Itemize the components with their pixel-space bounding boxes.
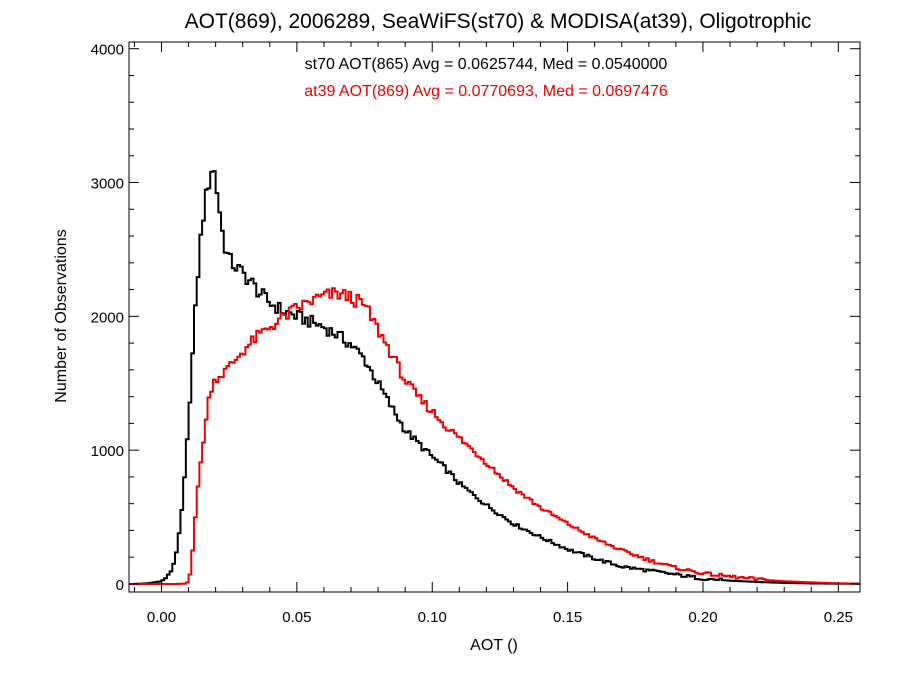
x-tick-label: 0.20 [688, 609, 717, 626]
x-tick-label: 0.15 [553, 609, 582, 626]
histogram-series-st70 [129, 170, 860, 585]
y-axis-label: Number of Observations [53, 229, 70, 402]
annotation-seawifs-stats: st70 AOT(865) Avg = 0.0625744, Med = 0.0… [305, 56, 668, 73]
y-tick-label: 1000 [91, 443, 124, 460]
x-tick-label: 0.00 [147, 609, 176, 626]
x-tick-label: 0.10 [418, 609, 447, 626]
x-tick-label: 0.25 [824, 609, 853, 626]
x-axis-label: AOT () [470, 637, 518, 654]
histogram-series-at39 [129, 287, 860, 585]
tick-layer: 0.00 0.05 0.10 0.15 0.20 0.25 0 1000 2000 3000 400… [91, 42, 860, 626]
plot-frame [128, 41, 861, 593]
series-layer [129, 170, 860, 585]
x-tick-label: 0.05 [282, 609, 311, 626]
y-tick-label: 2000 [91, 309, 124, 326]
y-tick-label: 0 [116, 577, 124, 594]
annotation-modisa-stats: at39 AOT(869) Avg = 0.0770693, Med = 0.0… [304, 83, 668, 100]
plot-area: 0.00 0.05 0.10 0.15 0.20 0.25 0 1000 2000 3000 400… [91, 41, 861, 626]
y-tick-label: 4000 [91, 42, 124, 59]
chart-title: AOT(869), 2006289, SeaWiFS(st70) & MODIS… [185, 10, 812, 33]
y-tick-label: 3000 [91, 176, 124, 193]
